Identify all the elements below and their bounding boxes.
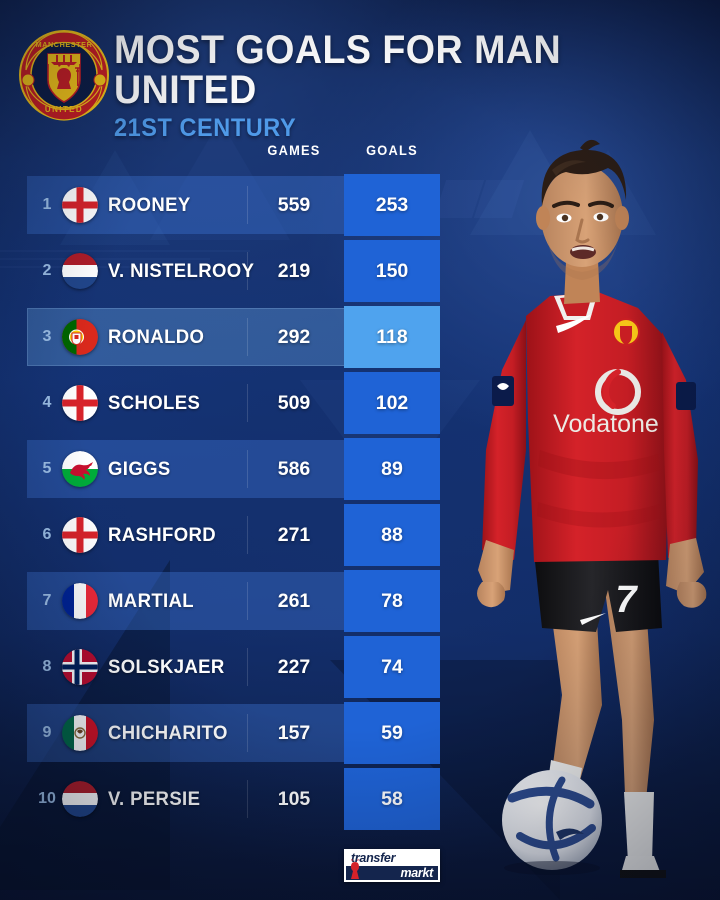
row-player-name: V. NISTELROOY	[108, 259, 255, 282]
header: MANCHESTER UNITED MOST GOALS FOR MAN UNI…	[0, 0, 720, 141]
row-player-name: V. PERSIE	[108, 787, 201, 810]
row-rank: 8	[42, 658, 52, 675]
row-goals-value: 89	[344, 438, 440, 500]
row-rank: 5	[42, 460, 52, 477]
row-goals-value: 88	[344, 504, 440, 566]
row-goals-value: 59	[344, 702, 440, 764]
logo-word-markt: markt	[400, 865, 433, 880]
column-headers: GAMES GOALS	[0, 143, 460, 163]
ranking-table: 1 ROONEY 559 253 2	[0, 172, 460, 832]
row-player-name: CHICHARITO	[108, 721, 228, 744]
kit-sponsor-text: Vodatone	[553, 410, 659, 438]
crest-top-text: MANCHESTER	[36, 40, 93, 49]
row-games-value: 219	[277, 259, 311, 282]
logo-word-transfer: transfer	[351, 851, 396, 865]
row-games-value: 227	[277, 655, 311, 678]
row-games-value: 292	[277, 325, 311, 348]
flag-icon-wales	[62, 451, 98, 487]
table-row[interactable]: 2 V. NISTELROOY 219 150	[0, 238, 460, 304]
row-player-name: RASHFORD	[108, 523, 217, 546]
flag-icon-mexico	[62, 715, 98, 751]
row-rank: 2	[42, 262, 52, 279]
row-games-value: 105	[277, 787, 311, 810]
crest-bottom-text: UNITED	[45, 105, 83, 114]
shirt-number: 7	[615, 579, 638, 621]
table-row[interactable]: 10 V. PERSIE 105 58	[0, 766, 460, 832]
row-goals-value: 102	[344, 372, 440, 434]
column-header-goals: GOALS	[366, 143, 418, 158]
logo-top-half: transfer	[346, 851, 438, 866]
row-games-value: 157	[277, 721, 311, 744]
table-row[interactable]: 6 RASHFORD 271 88	[0, 502, 460, 568]
row-rank: 4	[42, 394, 52, 411]
transfermarkt-logo[interactable]: transfer markt	[344, 849, 440, 882]
table-row[interactable]: 3 RONALDO 292 118	[0, 304, 460, 370]
flag-icon-netherlands	[62, 781, 98, 817]
row-player-name: RONALDO	[108, 325, 205, 348]
table-row[interactable]: 1 ROONEY 559 253	[0, 172, 460, 238]
flag-icon-england	[62, 187, 98, 223]
flag-icon-england	[62, 517, 98, 553]
row-goals-value: 118	[344, 306, 440, 368]
row-games-value: 559	[277, 193, 311, 216]
column-header-games: GAMES	[267, 143, 321, 158]
cristiano-ronaldo-photo: 7 Vodatone	[430, 120, 720, 880]
row-player-name: GIGGS	[108, 457, 171, 480]
row-games-value: 271	[277, 523, 311, 546]
table-row[interactable]: 4 SCHOLES 509 102	[0, 370, 460, 436]
row-player-name: ROONEY	[108, 193, 191, 216]
table-row[interactable]: 8 SOLSKJAER 227 74	[0, 634, 460, 700]
table-row[interactable]: 5 GIGGS 586 89	[0, 436, 460, 502]
row-rank: 1	[42, 196, 52, 213]
row-goals-value: 74	[344, 636, 440, 698]
row-goals-value: 253	[344, 174, 440, 236]
row-games-value: 586	[277, 457, 311, 480]
page-title: MOST GOALS FOR MAN UNITED	[114, 28, 562, 112]
manchester-united-crest-icon: MANCHESTER UNITED	[18, 28, 110, 122]
devil-mascot-icon	[351, 859, 359, 879]
flag-icon-norway	[62, 649, 98, 685]
table-row[interactable]: 7 MARTIAL 261 78	[0, 568, 460, 634]
row-goals-value: 78	[344, 570, 440, 632]
logo-bottom-half: markt	[346, 865, 438, 880]
row-rank: 6	[42, 526, 52, 543]
table-row[interactable]: 9 CHICHARITO 157 59	[0, 700, 460, 766]
row-rank: 9	[42, 724, 52, 741]
row-player-name: MARTIAL	[108, 589, 195, 612]
row-player-name: SOLSKJAER	[108, 655, 225, 678]
row-games-value: 261	[277, 589, 311, 612]
flag-icon-france	[62, 583, 98, 619]
flag-icon-portugal	[62, 319, 98, 355]
row-rank: 7	[42, 592, 52, 609]
row-goals-value: 58	[344, 768, 440, 830]
row-goals-value: 150	[344, 240, 440, 302]
row-player-name: SCHOLES	[108, 391, 201, 414]
row-rank: 10	[38, 790, 56, 807]
flag-icon-netherlands	[62, 253, 98, 289]
flag-icon-england	[62, 385, 98, 421]
row-games-value: 509	[277, 391, 311, 414]
row-rank: 3	[42, 328, 52, 345]
